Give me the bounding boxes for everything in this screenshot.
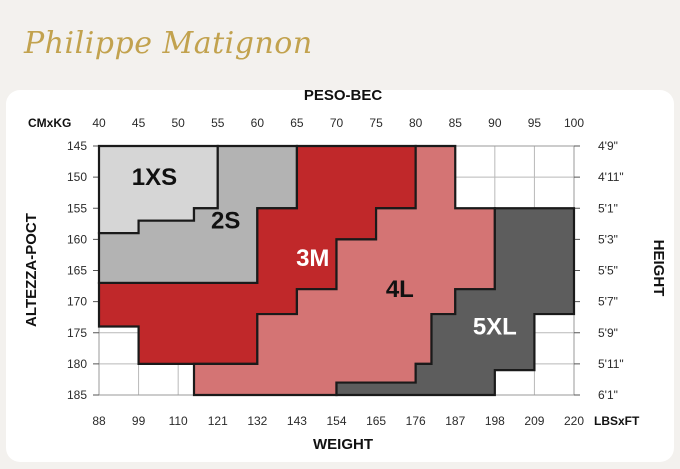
right-axis-title: HEIGHT <box>650 240 667 297</box>
lbs-tick-label: 220 <box>564 414 584 428</box>
lbs-tick-label: 143 <box>287 414 307 428</box>
lbs-tick-label: 209 <box>524 414 544 428</box>
lbs-tick-label: 198 <box>485 414 505 428</box>
kg-tick-label: 95 <box>528 116 542 130</box>
left-axis-title: ALTEZZA-POCT <box>23 213 40 327</box>
lbs-tick-label: 187 <box>445 414 465 428</box>
bottom-axis-title: WEIGHT <box>313 436 373 453</box>
cm-tick-label: 150 <box>67 170 87 184</box>
lbs-tick-label: 110 <box>169 414 188 428</box>
cm-tick-label: 165 <box>67 264 87 278</box>
size-label-2s: 2S <box>211 208 240 235</box>
lbs-tick-label: 154 <box>326 414 346 428</box>
cm-tick-label: 145 <box>67 139 87 153</box>
kg-tick-label: 80 <box>409 116 423 130</box>
ft-tick-label: 4'11" <box>598 170 624 184</box>
size-labels: 1XS 2S 3M 4L 5XL <box>132 164 517 340</box>
kg-tick-label: 40 <box>92 116 106 130</box>
cm-tick-label: 175 <box>67 326 87 340</box>
cm-tick-label: 160 <box>67 232 87 246</box>
size-label-3m: 3M <box>296 245 329 272</box>
ft-tick-label: 5'11" <box>598 357 624 371</box>
kg-tick-label: 65 <box>290 116 304 130</box>
lbs-tick-label: 176 <box>406 414 426 428</box>
ft-tick-label: 4'9" <box>598 139 618 153</box>
ft-tick-label: 5'3" <box>598 232 618 246</box>
cm-tick-label: 170 <box>67 295 87 309</box>
kg-tick-label: 45 <box>132 116 146 130</box>
ft-tick-label: 6'1" <box>598 388 618 402</box>
lbs-tick-label: 165 <box>366 414 386 428</box>
kg-tick-label: 60 <box>251 116 265 130</box>
top-unit-label: CMxKG <box>28 116 71 130</box>
size-region-5xl <box>335 207 576 397</box>
lbs-tick-label: 121 <box>208 414 228 428</box>
size-label-5xl: 5XL <box>473 314 517 341</box>
ft-tick-label: 5'9" <box>598 326 618 340</box>
cm-tick-label: 155 <box>67 201 87 215</box>
kg-tick-label: 70 <box>330 116 344 130</box>
kg-tick-label: 55 <box>211 116 225 130</box>
kg-tick-label: 100 <box>564 116 584 130</box>
size-regions <box>97 144 576 397</box>
kg-tick-label: 90 <box>488 116 502 130</box>
size-label-1xs: 1XS <box>132 164 177 191</box>
cm-tick-label: 180 <box>67 357 87 371</box>
kg-tick-label: 50 <box>171 116 185 130</box>
top-axis-title: PESO-BEC <box>304 87 383 104</box>
cm-tick-label: 185 <box>67 388 87 402</box>
kg-tick-label: 75 <box>369 116 383 130</box>
lbs-tick-label: 99 <box>132 414 146 428</box>
lbs-tick-label: 132 <box>247 414 267 428</box>
tick-labels: 40 45 50 55 60 65 70 75 80 85 90 95 100 88 99 110 121 132… <box>67 116 624 428</box>
ft-tick-label: 5'7" <box>598 295 618 309</box>
bottom-unit-label: LBSxFT <box>594 414 640 428</box>
brand-logo: Philippe Matignon <box>24 26 313 61</box>
size-label-4l: 4L <box>386 276 414 303</box>
ft-tick-label: 5'1" <box>598 201 618 215</box>
ft-tick-label: 5'5" <box>598 264 618 278</box>
lbs-tick-label: 88 <box>92 414 106 428</box>
kg-tick-label: 85 <box>449 116 463 130</box>
